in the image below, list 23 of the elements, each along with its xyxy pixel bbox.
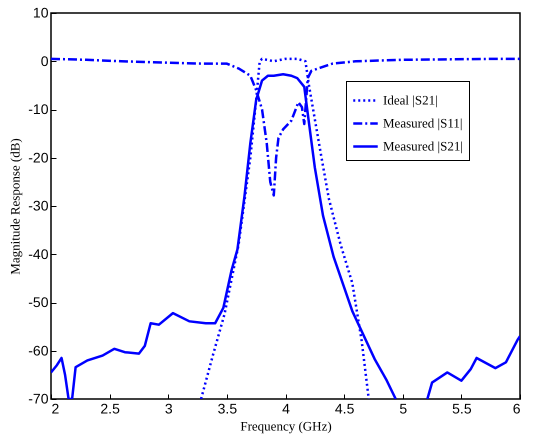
legend-label: Ideal |S21| xyxy=(383,92,438,108)
x-tick-label: 2.5 xyxy=(100,400,120,416)
y-tick-label: -60 xyxy=(28,342,49,358)
x-tick-label: 3.5 xyxy=(218,400,238,416)
y-tick-label: 0 xyxy=(40,52,49,69)
y-tick-label: -70 xyxy=(28,390,49,406)
x-tick-label: 2 xyxy=(52,400,60,416)
y-tick-label: -40 xyxy=(28,246,49,262)
x-tick-label: 5 xyxy=(399,400,408,416)
y-tick-label: -30 xyxy=(28,198,49,214)
x-axis-title: Frequency (GHz) xyxy=(240,418,332,434)
x-tick-label: 4.5 xyxy=(334,400,355,416)
y-axis-title: Magnitude Response (dB) xyxy=(7,138,22,275)
legend-label: Measured |S11| xyxy=(383,116,462,130)
y-tick-label: 10 xyxy=(32,4,49,20)
x-tick-label: 5.5 xyxy=(452,400,472,416)
x-tick-label: 3 xyxy=(164,400,173,416)
y-tick-label: -20 xyxy=(28,149,49,166)
x-tick-label: 6 xyxy=(512,400,521,416)
x-tick-label: 4 xyxy=(282,400,290,416)
y-tick-label: -50 xyxy=(28,294,49,310)
legend-label: Measured |S21| xyxy=(383,138,463,154)
y-tick-label: -10 xyxy=(28,101,49,117)
